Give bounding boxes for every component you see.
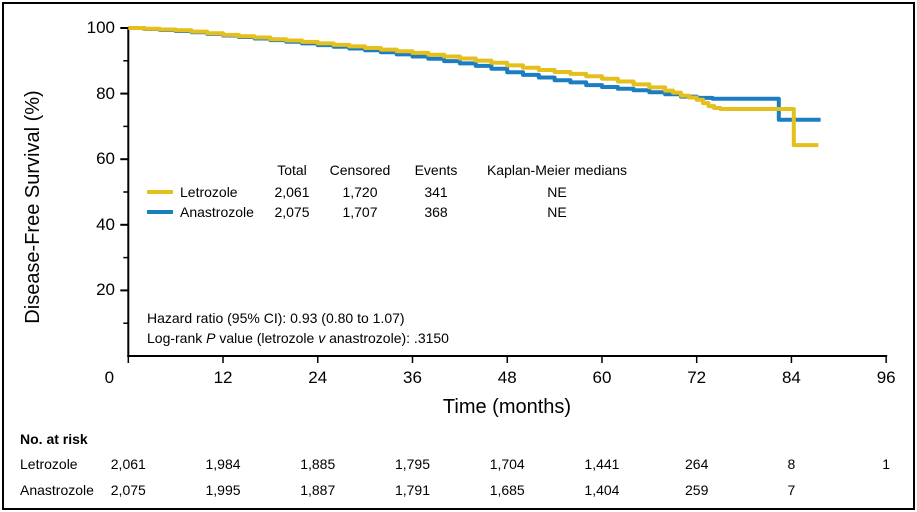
risk-value: 1	[882, 456, 891, 472]
risk-value: 1,795	[394, 456, 430, 472]
risk-value: 1,995	[205, 482, 241, 498]
logrank-suffix: anastrozole): .3150	[325, 330, 449, 346]
risk-value: 2,075	[110, 482, 146, 498]
hazard-ratio-text: Hazard ratio (95% CI): 0.93 (0.80 to 1.0…	[147, 310, 405, 326]
legend-value-censored: 1,720	[342, 184, 378, 200]
legend-value-median: NE	[547, 184, 567, 200]
y-axis-title: Disease-Free Survival (%)	[22, 90, 44, 324]
y-tick-label: 20	[96, 280, 115, 300]
x-tick-label: 72	[687, 368, 707, 387]
legend-value-median: NE	[547, 204, 567, 220]
x-tick-label: 84	[781, 368, 801, 387]
x-tick-label: 12	[213, 368, 233, 387]
x-tick-label: 36	[403, 368, 422, 387]
risk-row-label: Anastrozole	[20, 482, 94, 498]
x-tick-label: 24	[308, 368, 328, 387]
y-tick-label: 60	[96, 149, 115, 169]
legend-header-total: Total	[277, 162, 307, 178]
x-tick-label: 60	[592, 368, 612, 387]
y-tick-label: 80	[96, 83, 115, 103]
risk-value: 1,887	[300, 482, 336, 498]
legend-header-censored: Censored	[329, 162, 391, 178]
risk-value: 1,404	[584, 482, 620, 498]
logrank-p-italic: P	[206, 330, 216, 346]
risk-value: 1,791	[394, 482, 430, 498]
letrozole-curve	[128, 26, 819, 148]
risk-value: 1,441	[584, 456, 620, 472]
risk-value: 8	[787, 456, 796, 472]
x-tick-label: 0	[104, 368, 115, 387]
logrank-text: Log-rank P value (letrozole v anastrozol…	[147, 329, 449, 347]
legend-series-label: Letrozole	[180, 184, 238, 200]
legend-value-total: 2,061	[274, 184, 310, 200]
legend-value-censored: 1,707	[342, 204, 378, 220]
risk-value: 259	[685, 482, 709, 498]
logrank-mid: value (letrozole	[215, 330, 319, 346]
legend-series-label: Anastrozole	[180, 204, 254, 220]
anastrozole-line-swatch	[147, 210, 173, 214]
risk-value: 264	[685, 456, 709, 472]
legend-value-total: 2,075	[274, 204, 310, 220]
x-axis-title: Time (months)	[442, 396, 572, 418]
risk-row-label: Letrozole	[20, 456, 78, 472]
y-tick-label: 40	[96, 214, 115, 234]
risk-value: 1,885	[300, 456, 336, 472]
risk-value: 1,984	[205, 456, 241, 472]
x-tick-label: 96	[876, 368, 896, 387]
risk-value: 1,704	[489, 456, 525, 472]
risk-value: 2,061	[110, 456, 146, 472]
x-tick-label: 48	[497, 368, 517, 387]
logrank-prefix: Log-rank	[147, 330, 207, 346]
legend-header-medians: Kaplan-Meier medians	[486, 162, 628, 178]
legend-value-events: 368	[424, 204, 448, 220]
legend-value-events: 341	[424, 184, 448, 200]
risk-value: 1,685	[489, 482, 525, 498]
y-tick-label: 100	[86, 18, 115, 37]
logrank-v-italic: v	[318, 330, 326, 346]
risk-table-title: No. at risk	[20, 431, 88, 447]
risk-value: 7	[787, 482, 796, 498]
legend-header-events: Events	[414, 162, 458, 178]
letrozole-line-swatch	[147, 190, 173, 194]
